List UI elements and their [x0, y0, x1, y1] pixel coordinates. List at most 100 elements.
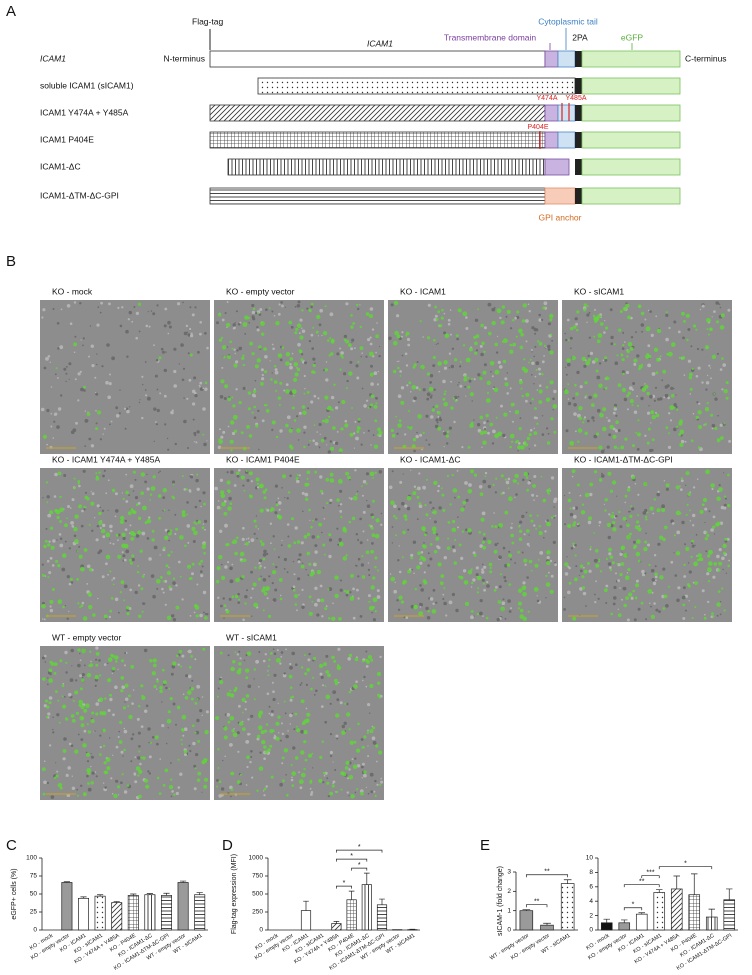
- gfp-cell: [104, 761, 107, 764]
- gfp-cell: [468, 446, 471, 449]
- cell: [97, 525, 99, 527]
- cell: [421, 449, 423, 451]
- gfp-cell: [453, 488, 458, 493]
- bar-chart: 0246810KO - mockKO - empty vectorKO - IC…: [585, 855, 738, 972]
- cell: [370, 382, 374, 386]
- cell: [399, 481, 402, 484]
- cell: [484, 326, 487, 329]
- gfp-cell: [443, 360, 447, 364]
- gfp-cell: [362, 575, 365, 578]
- cell: [78, 372, 81, 375]
- gfp-cell: [441, 487, 443, 489]
- gfp-cell: [303, 768, 305, 770]
- cell: [419, 562, 422, 565]
- cell: [700, 309, 701, 310]
- error-bar: [708, 909, 715, 917]
- gfp-cell: [274, 548, 276, 550]
- gfp-cell: [515, 410, 519, 414]
- gfp-cell: [293, 395, 295, 397]
- gfp-cell: [76, 550, 78, 552]
- gfp-cell: [230, 502, 233, 505]
- gfp-cell: [582, 504, 584, 506]
- cell: [499, 365, 503, 369]
- cell: [149, 772, 151, 774]
- micrograph: [562, 300, 732, 454]
- gfp-cell: [150, 742, 152, 744]
- cell: [172, 480, 175, 483]
- cell: [254, 533, 256, 535]
- gfp-cell: [546, 386, 549, 389]
- gfp-cell: [395, 416, 397, 418]
- gfp-cell: [41, 604, 46, 609]
- cell: [340, 589, 343, 592]
- gfp-cell: [390, 577, 395, 582]
- cell: [622, 347, 625, 350]
- gfp-cell: [344, 590, 346, 592]
- gfp-cell: [323, 662, 327, 666]
- gfp-cell: [138, 705, 140, 707]
- gfp-cell: [438, 562, 442, 566]
- cell: [533, 499, 535, 501]
- cell: [61, 568, 65, 572]
- cell: [87, 565, 91, 569]
- cell: [633, 363, 636, 366]
- gfp-cell: [227, 489, 231, 493]
- cell: [480, 353, 484, 357]
- gfp-cell: [716, 320, 719, 323]
- gfp-cell: [74, 478, 76, 480]
- gfp-cell: [137, 774, 139, 776]
- cell: [100, 746, 102, 748]
- cell: [289, 363, 291, 365]
- bar: [161, 895, 171, 930]
- cell: [96, 422, 98, 424]
- gfp-cell: [686, 314, 690, 318]
- gfp-cell: [350, 741, 354, 745]
- gfp-cell: [311, 753, 313, 755]
- gfp-cell: [494, 550, 498, 554]
- gfp-cell: [502, 341, 504, 343]
- gfp-cell: [321, 599, 325, 603]
- cell: [149, 326, 151, 328]
- cell: [410, 391, 412, 393]
- cell: [587, 420, 590, 423]
- cell: [588, 355, 590, 357]
- cell: [302, 563, 303, 564]
- gfp-cell: [345, 472, 349, 476]
- gfp-cell: [278, 515, 282, 519]
- cell: [147, 397, 151, 401]
- gfp-cell: [120, 676, 124, 680]
- gfp-cell: [546, 582, 551, 587]
- gfp-cell: [186, 514, 188, 516]
- cell: [707, 601, 709, 603]
- cell: [357, 764, 360, 767]
- cell: [330, 312, 334, 316]
- cell: [91, 444, 94, 447]
- cell: [446, 442, 448, 444]
- cell: [227, 713, 231, 717]
- bar: [541, 925, 554, 930]
- cell: [449, 601, 453, 605]
- cell: [54, 495, 57, 498]
- cell: [368, 430, 370, 432]
- cell: [256, 515, 257, 516]
- cell: [572, 397, 575, 400]
- cell: [321, 705, 324, 708]
- cell: [237, 601, 240, 604]
- cell: [199, 614, 203, 618]
- cell: [711, 488, 713, 490]
- cell: [508, 551, 510, 553]
- linker: [575, 132, 582, 148]
- gfp-cell: [511, 403, 515, 407]
- linker: [575, 188, 582, 204]
- cell: [96, 775, 98, 777]
- cell: [180, 343, 184, 347]
- cell: [80, 371, 82, 373]
- cell: [465, 316, 468, 319]
- cell: [118, 612, 120, 614]
- cell: [365, 686, 367, 688]
- gfp-cell: [518, 602, 522, 606]
- gfp-cell: [264, 730, 267, 733]
- gfp-cell: [553, 404, 558, 409]
- gfp-cell: [51, 662, 55, 666]
- gfp-cell: [243, 364, 245, 366]
